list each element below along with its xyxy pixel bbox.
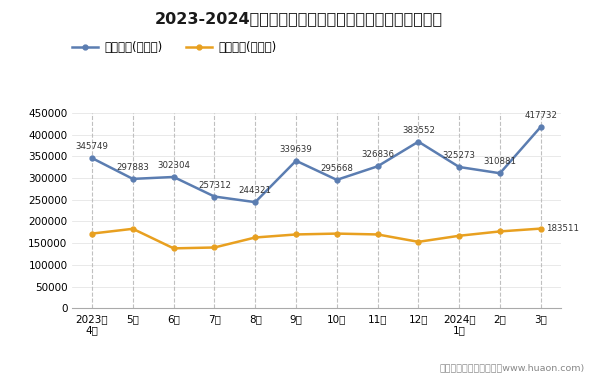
Text: 244321: 244321 [239, 186, 272, 195]
Text: 302304: 302304 [157, 161, 190, 170]
Text: 183511: 183511 [546, 224, 579, 233]
Text: 310881: 310881 [484, 157, 516, 166]
Text: 339639: 339639 [279, 145, 312, 154]
Text: 257312: 257312 [198, 180, 231, 190]
Legend: 出口总额(万美元), 进口总额(万美元): 出口总额(万美元), 进口总额(万美元) [67, 36, 281, 59]
Text: 2023-2024年陕西省商品收发货人所在地进、出口额统计: 2023-2024年陕西省商品收发货人所在地进、出口额统计 [155, 11, 442, 26]
Text: 383552: 383552 [402, 126, 435, 135]
Text: 417732: 417732 [524, 111, 557, 120]
Text: 制图：华经产业研究院（www.huaon.com): 制图：华经产业研究院（www.huaon.com) [440, 363, 585, 372]
Text: 345749: 345749 [76, 142, 109, 151]
Text: 295668: 295668 [321, 164, 353, 173]
Text: 297883: 297883 [116, 163, 149, 172]
Text: 325273: 325273 [443, 151, 476, 160]
Text: 326836: 326836 [361, 150, 394, 159]
